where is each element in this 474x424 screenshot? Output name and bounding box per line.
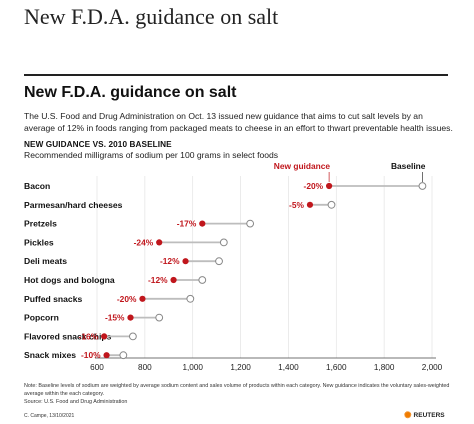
new-guidance-point [182, 258, 189, 265]
change-label: -12% [160, 256, 180, 266]
x-tick-label: 2,000 [422, 363, 443, 372]
x-tick-label: 1,800 [374, 363, 395, 372]
baseline-point [128, 332, 137, 341]
baseline-point [155, 313, 164, 322]
baseline-point [219, 238, 228, 247]
new-guidance-point [326, 182, 333, 190]
category-label: Deli meats [24, 256, 67, 266]
category-label: Popcorn [24, 313, 59, 323]
page-title: New F.D.A. guidance on salt [24, 4, 279, 29]
chart-subtitle: NEW GUIDANCE VS. 2010 BASELINE [24, 140, 172, 149]
chart-description: The U.S. Food and Drug Administration on… [24, 111, 453, 133]
chart-note: Note: Baseline levels of sodium are weig… [24, 383, 450, 397]
category-label: Flavored snack chips [24, 331, 112, 341]
category-label: Bacon [24, 181, 50, 191]
change-label: -10% [81, 350, 101, 360]
new-guidance-point [199, 220, 206, 227]
baseline-point [186, 294, 195, 303]
category-label: Pickles [24, 237, 54, 247]
category-label: Pretzels [24, 219, 57, 229]
category-label: Puffed snacks [24, 294, 82, 304]
new-guidance-point [101, 333, 108, 340]
baseline-point [119, 351, 128, 360]
new-guidance-point [170, 276, 177, 284]
legend-baseline: Baseline [391, 161, 426, 171]
change-label: -5% [289, 200, 304, 210]
x-tick-label: 800 [138, 363, 152, 372]
change-label: -24% [134, 237, 154, 247]
new-guidance-point [139, 295, 146, 302]
new-guidance-point [127, 314, 134, 321]
x-tick-label: 1,000 [182, 363, 203, 372]
category-label: Parmesan/hard cheeses [24, 200, 123, 210]
x-tick-label: 1,600 [326, 363, 347, 372]
change-label: -17% [177, 219, 197, 229]
change-label: -12% [148, 275, 168, 285]
chart-source: Source: U.S. Food and Drug Administratio… [24, 399, 128, 405]
chart-credit: C. Campe, 13/10/2021 [24, 413, 75, 419]
chart-title: New F.D.A. guidance on salt [24, 84, 237, 101]
change-label: -16% [79, 331, 99, 341]
baseline-point [198, 276, 207, 284]
reuters-logo-icon: ✺ [404, 410, 412, 420]
category-label: Hot dogs and bologna [24, 275, 115, 285]
baseline-point [246, 219, 255, 228]
baseline-point [215, 257, 223, 266]
reuters-logo: ✺ REUTERS [404, 410, 445, 421]
new-guidance-point [103, 352, 110, 359]
change-label: -15% [105, 313, 125, 323]
change-label: -20% [117, 294, 137, 304]
category-label: Snack mixes [24, 350, 76, 360]
new-guidance-point [156, 239, 163, 246]
baseline-point [327, 200, 336, 209]
x-tick-label: 1,200 [230, 363, 251, 372]
x-tick-label: 600 [90, 363, 104, 372]
reuters-logo-text: REUTERS [413, 412, 445, 419]
baseline-point [418, 182, 427, 190]
chart-units-subtitle: Recommended milligrams of sodium per 100… [24, 150, 279, 160]
legend-new-guidance: New guidance [274, 161, 331, 171]
x-tick-label: 1,400 [278, 363, 299, 372]
top-rule [24, 74, 448, 76]
change-label: -20% [304, 181, 324, 191]
new-guidance-point [306, 201, 314, 208]
